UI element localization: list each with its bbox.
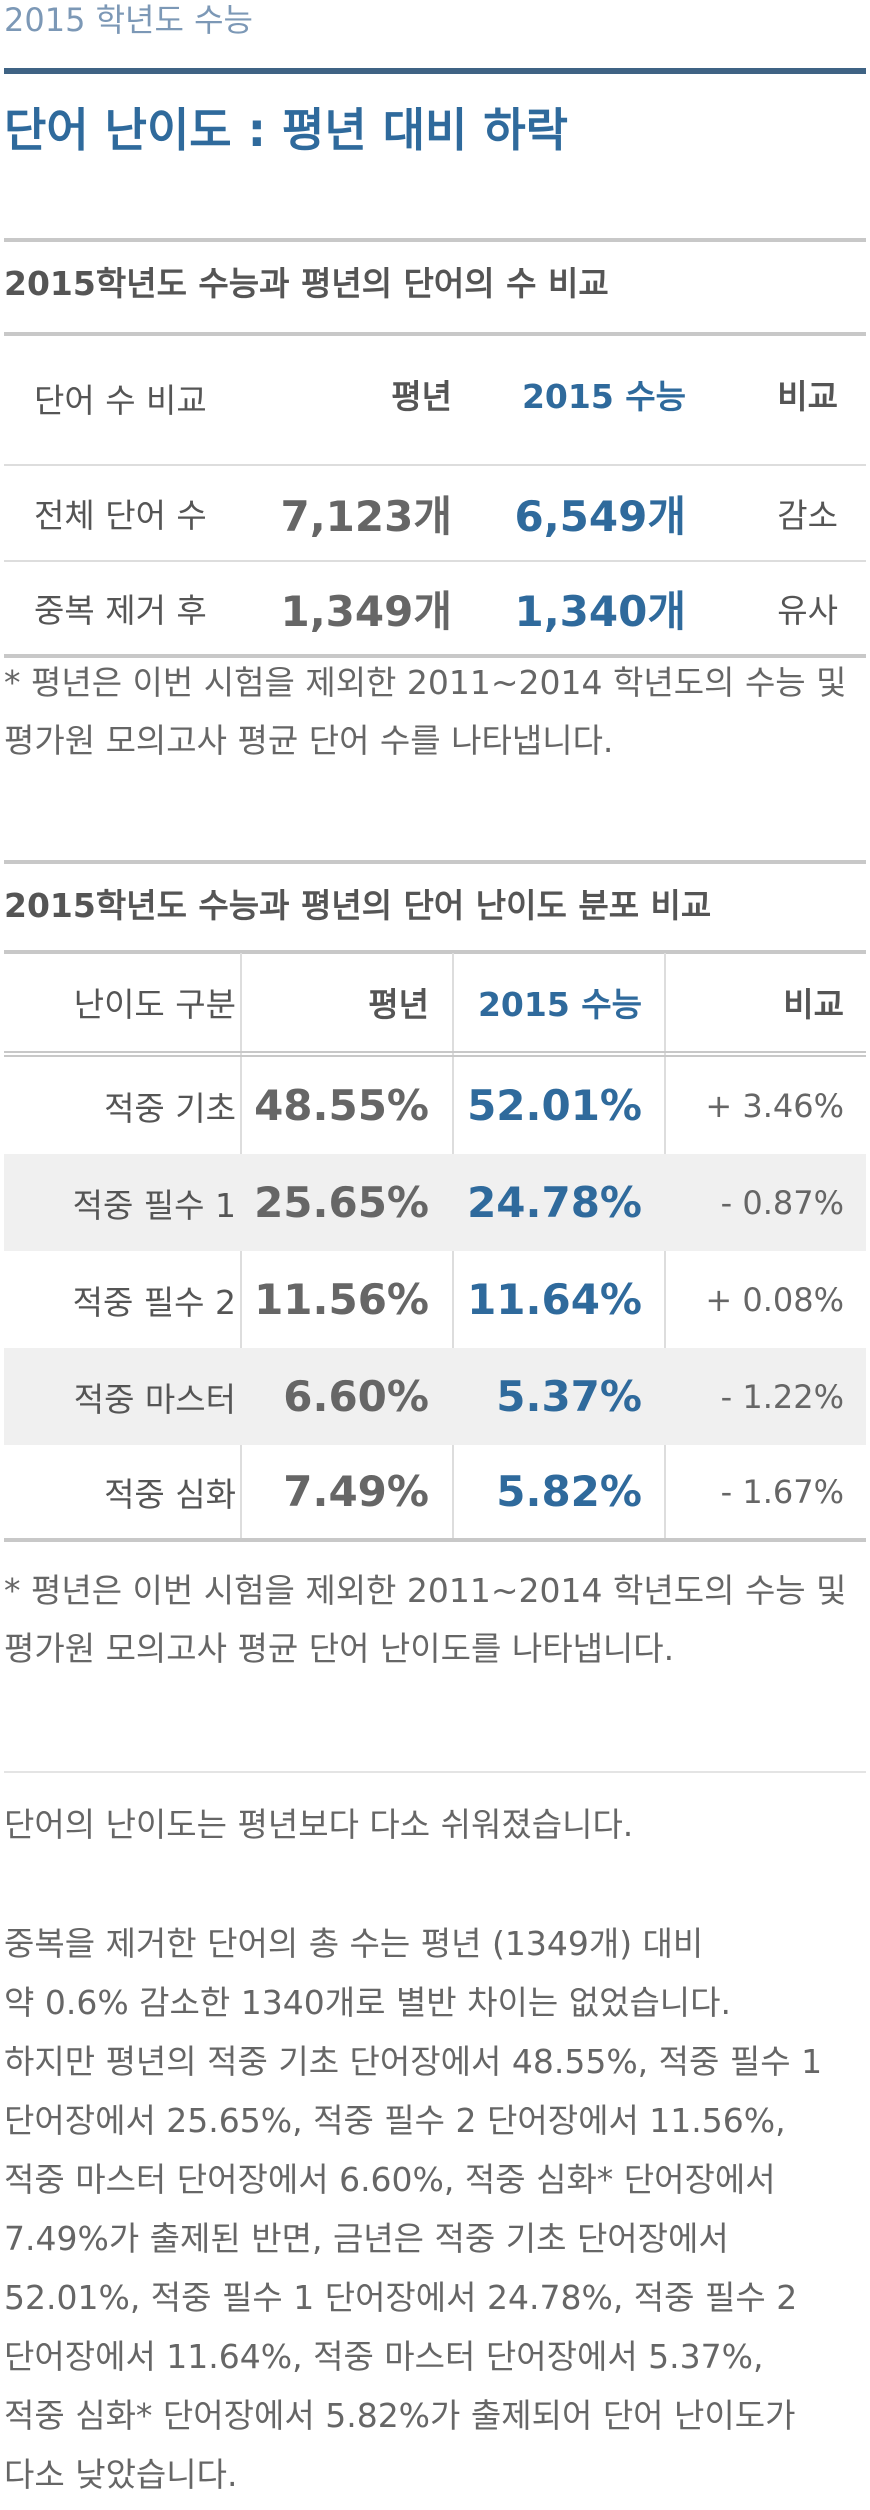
average-value: 48.55%: [254, 1081, 429, 1130]
column-header-compare: 비교: [783, 985, 844, 1024]
table-row: 전체 단어 수 7,123개 6,549개 감소: [4, 466, 866, 562]
summary-divider: [4, 1771, 866, 1773]
summary-line: 단어장에서 25.65%, 적중 필수 2 단어장에서 11.56%,: [4, 2101, 786, 2140]
difficulty-table: 난이도 구분 평년 2015 수능 비교 적중 기초 48.55% 52.01%…: [4, 953, 866, 1542]
average-value: 25.65%: [254, 1178, 429, 1227]
column-header-average: 평년: [391, 377, 452, 416]
compare-value: - 1.67%: [720, 1472, 844, 1511]
row-label: 전체 단어 수: [34, 496, 207, 535]
summary-body: 중복을 제거한 단어의 총 수는 평년 (1349개) 대비 약 0.6% 감소…: [4, 1914, 866, 2504]
table-row: 적중 심화 7.49% 5.82% - 1.67%: [4, 1445, 866, 1542]
footnote-line: 평가원 모의고사 평균 단어 난이도를 나타냅니다.: [4, 1629, 675, 1668]
summary-line: 7.49%가 출제된 반면, 금년은 적중 기초 단어장에서: [4, 2219, 729, 2258]
table-row: 적중 마스터 6.60% 5.37% - 1.22%: [4, 1348, 866, 1445]
row-label: 적중 기초: [104, 1088, 236, 1128]
compare-value: 감소: [777, 496, 838, 535]
current-value: 5.37%: [496, 1372, 642, 1421]
compare-value: + 3.46%: [705, 1086, 844, 1125]
summary-line: 단어장에서 11.64%, 적중 마스터 단어장에서 5.37%,: [4, 2337, 764, 2376]
section2-top-rule: [4, 860, 866, 864]
table2-title: 2015학년도 수능과 평년의 단어 난이도 분포 비교: [4, 886, 712, 925]
column-header-compare: 비교: [777, 377, 838, 416]
footnote-line: 평가원 모의고사 평균 단어 수를 나타냅니다.: [4, 721, 614, 760]
row-label: 적중 필수 1: [72, 1185, 236, 1225]
summary-lead: 단어의 난이도는 평년보다 다소 쉬워졌습니다.: [4, 1805, 634, 1844]
table-row: 적중 기초 48.55% 52.01% + 3.46%: [4, 1057, 866, 1154]
row-label: 적중 심화: [104, 1474, 236, 1514]
row-label: 적중 마스터: [73, 1379, 236, 1419]
row-label: 적중 필수 2: [72, 1282, 236, 1322]
column-header-label: 단어 수 비교: [34, 381, 207, 420]
header-rule: [4, 68, 866, 74]
table-header-row: 단어 수 비교 평년 2015 수능 비교: [4, 342, 866, 466]
footnote-line: * 평년은 이번 시험을 제외한 2011~2014 학년도의 수능 및: [4, 663, 847, 702]
average-value: 7.49%: [283, 1467, 429, 1516]
summary-line: 약 0.6% 감소한 1340개로 별반 차이는 없었습니다.: [4, 1983, 732, 2022]
table1-title-rule: [4, 332, 866, 336]
average-value: 6.60%: [283, 1372, 429, 1421]
table1-footnote: * 평년은 이번 시험을 제외한 2011~2014 학년도의 수능 및 평가원…: [4, 654, 866, 770]
word-count-table: 단어 수 비교 평년 2015 수능 비교 전체 단어 수 7,123개 6,5…: [4, 342, 866, 658]
current-value: 1,340개: [514, 586, 687, 636]
table-row: 중복 제거 후 1,349개 1,340개 유사: [4, 562, 866, 658]
table-header-row: 난이도 구분 평년 2015 수능 비교: [4, 953, 866, 1057]
column-header-label: 난이도 구분: [73, 985, 236, 1024]
column-header-2015: 2015 수능: [477, 985, 642, 1024]
average-value: 1,349개: [280, 586, 453, 636]
row-label: 중복 제거 후: [34, 591, 207, 630]
summary-line: 52.01%, 적중 필수 1 단어장에서 24.78%, 적중 필수 2: [4, 2278, 798, 2317]
summary-line: 다소 낮았습니다.: [4, 2455, 238, 2494]
summary-line: 적중 심화* 단어장에서 5.82%가 출제되어 단어 난이도가: [4, 2396, 796, 2435]
table1-title: 2015학년도 수능과 평년의 단어의 수 비교: [4, 264, 609, 303]
current-value: 24.78%: [467, 1178, 642, 1227]
average-value: 11.56%: [254, 1275, 429, 1324]
current-value: 6,549개: [514, 491, 687, 541]
section1-top-rule: [4, 238, 866, 242]
table2-footnote: * 평년은 이번 시험을 제외한 2011~2014 학년도의 수능 및 평가원…: [4, 1562, 866, 1678]
current-value: 52.01%: [467, 1081, 642, 1130]
current-value: 11.64%: [467, 1275, 642, 1324]
summary-line: 하지만 평년의 적중 기초 단어장에서 48.55%, 적중 필수 1: [4, 2042, 823, 2081]
compare-value: + 0.08%: [705, 1280, 844, 1319]
compare-value: - 0.87%: [720, 1183, 844, 1222]
table-row: 적중 필수 1 25.65% 24.78% - 0.87%: [4, 1154, 866, 1251]
column-header-2015: 2015 수능: [521, 377, 686, 416]
current-value: 5.82%: [496, 1467, 642, 1516]
summary-line: 중복을 제거한 단어의 총 수는 평년 (1349개) 대비: [4, 1924, 704, 1963]
average-value: 7,123개: [280, 491, 453, 541]
category-label: 2015 학년도 수능: [4, 1, 253, 39]
summary-line: 적중 마스터 단어장에서 6.60%, 적중 심화* 단어장에서: [4, 2160, 776, 2199]
page-title: 단어 난이도 : 평년 대비 하락: [4, 103, 568, 157]
column-header-average: 평년: [368, 985, 429, 1024]
compare-value: 유사: [777, 591, 838, 630]
compare-value: - 1.22%: [720, 1377, 844, 1416]
footnote-line: * 평년은 이번 시험을 제외한 2011~2014 학년도의 수능 및: [4, 1571, 847, 1610]
table2-title-rule: [4, 950, 866, 954]
table-row: 적중 필수 2 11.56% 11.64% + 0.08%: [4, 1251, 866, 1348]
